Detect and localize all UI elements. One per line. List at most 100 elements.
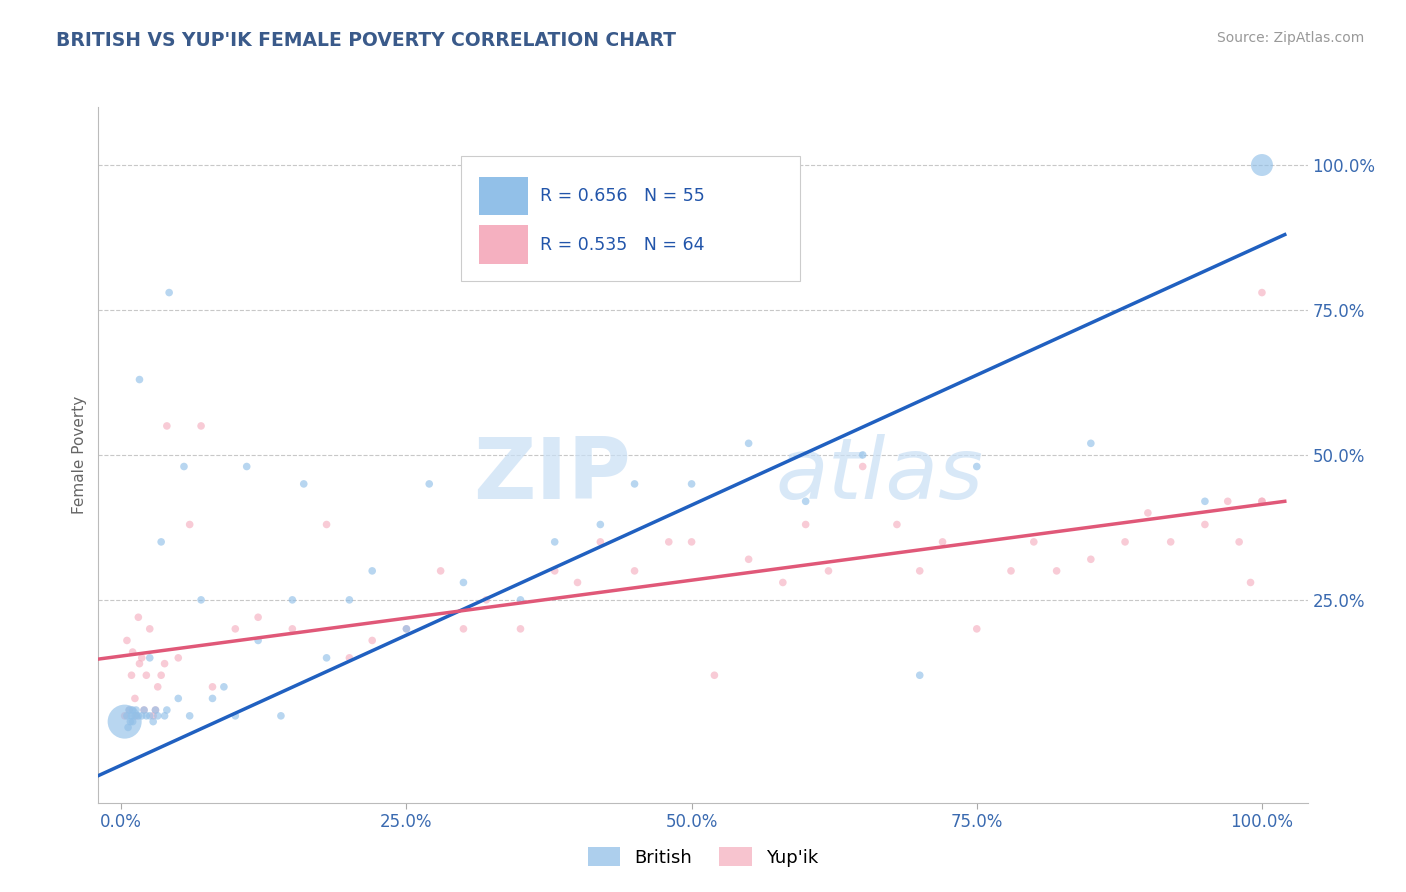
Point <box>931 534 953 549</box>
Point <box>429 564 451 578</box>
Point <box>132 703 155 717</box>
Point <box>361 633 384 648</box>
Point <box>128 657 150 671</box>
Point <box>509 622 531 636</box>
Point <box>212 680 235 694</box>
FancyBboxPatch shape <box>461 156 800 281</box>
Point <box>361 564 384 578</box>
Point <box>201 680 224 694</box>
Point <box>127 708 149 723</box>
Point <box>703 668 725 682</box>
Point <box>1251 494 1274 508</box>
Point <box>139 622 162 636</box>
Point <box>315 651 337 665</box>
Point <box>1194 517 1216 532</box>
Point <box>156 703 179 717</box>
Point <box>145 703 167 717</box>
Point <box>167 651 190 665</box>
Point <box>395 622 418 636</box>
Bar <box>479 226 527 263</box>
Point <box>1160 534 1182 549</box>
Point <box>132 703 155 717</box>
Point <box>190 592 212 607</box>
Text: R = 0.535   N = 64: R = 0.535 N = 64 <box>540 235 704 254</box>
Point <box>118 703 141 717</box>
Point <box>1251 285 1274 300</box>
Point <box>1046 564 1069 578</box>
Point <box>156 419 179 434</box>
Point <box>315 517 337 532</box>
Point <box>509 592 531 607</box>
Point <box>1216 494 1239 508</box>
Point <box>1000 564 1022 578</box>
Point <box>139 651 162 665</box>
Point <box>1227 534 1250 549</box>
Point <box>131 651 153 665</box>
Point <box>150 668 173 682</box>
Point <box>281 622 304 636</box>
Point <box>817 564 839 578</box>
Point <box>658 534 681 549</box>
Point <box>121 703 143 717</box>
Point <box>475 592 498 607</box>
Point <box>179 517 201 532</box>
Point <box>114 708 136 723</box>
Point <box>121 668 143 682</box>
Point <box>142 708 165 723</box>
Point <box>125 708 148 723</box>
Point <box>128 373 150 387</box>
Point <box>121 645 143 659</box>
Point <box>544 534 567 549</box>
Point <box>337 592 360 607</box>
Point <box>201 691 224 706</box>
Point <box>118 703 141 717</box>
Point <box>794 517 817 532</box>
Point <box>852 459 875 474</box>
Point <box>966 459 988 474</box>
Point <box>1114 534 1136 549</box>
Point <box>135 668 157 682</box>
Point <box>131 708 153 723</box>
Point <box>157 285 180 300</box>
Point <box>173 459 195 474</box>
Point <box>224 622 246 636</box>
Point <box>190 419 212 434</box>
Point <box>124 691 146 706</box>
Point <box>886 517 908 532</box>
Point <box>247 633 270 648</box>
Point <box>120 714 142 729</box>
Point <box>772 575 794 590</box>
Point <box>589 517 612 532</box>
Point <box>146 708 169 723</box>
Point <box>1136 506 1159 520</box>
Point <box>395 622 418 636</box>
Point <box>623 476 645 491</box>
Point <box>681 534 703 549</box>
Point <box>1080 436 1102 450</box>
Point <box>127 610 149 624</box>
Point <box>966 622 988 636</box>
Point <box>281 592 304 607</box>
Point <box>681 476 703 491</box>
Point <box>146 680 169 694</box>
Point <box>1239 575 1261 590</box>
Point <box>145 703 167 717</box>
Y-axis label: Female Poverty: Female Poverty <box>72 396 87 514</box>
Point <box>453 622 475 636</box>
Point <box>1194 494 1216 508</box>
Point <box>167 691 190 706</box>
Point <box>623 564 645 578</box>
Point <box>852 448 875 462</box>
Text: ZIP: ZIP <box>472 434 630 517</box>
Point <box>114 714 136 729</box>
Point <box>794 494 817 508</box>
Point <box>1022 534 1045 549</box>
Point <box>121 714 143 729</box>
Text: atlas: atlas <box>776 434 984 517</box>
Text: Source: ZipAtlas.com: Source: ZipAtlas.com <box>1216 31 1364 45</box>
Point <box>125 703 148 717</box>
Point <box>737 436 759 450</box>
Point <box>135 708 157 723</box>
Point <box>117 721 139 735</box>
Point <box>270 708 292 723</box>
